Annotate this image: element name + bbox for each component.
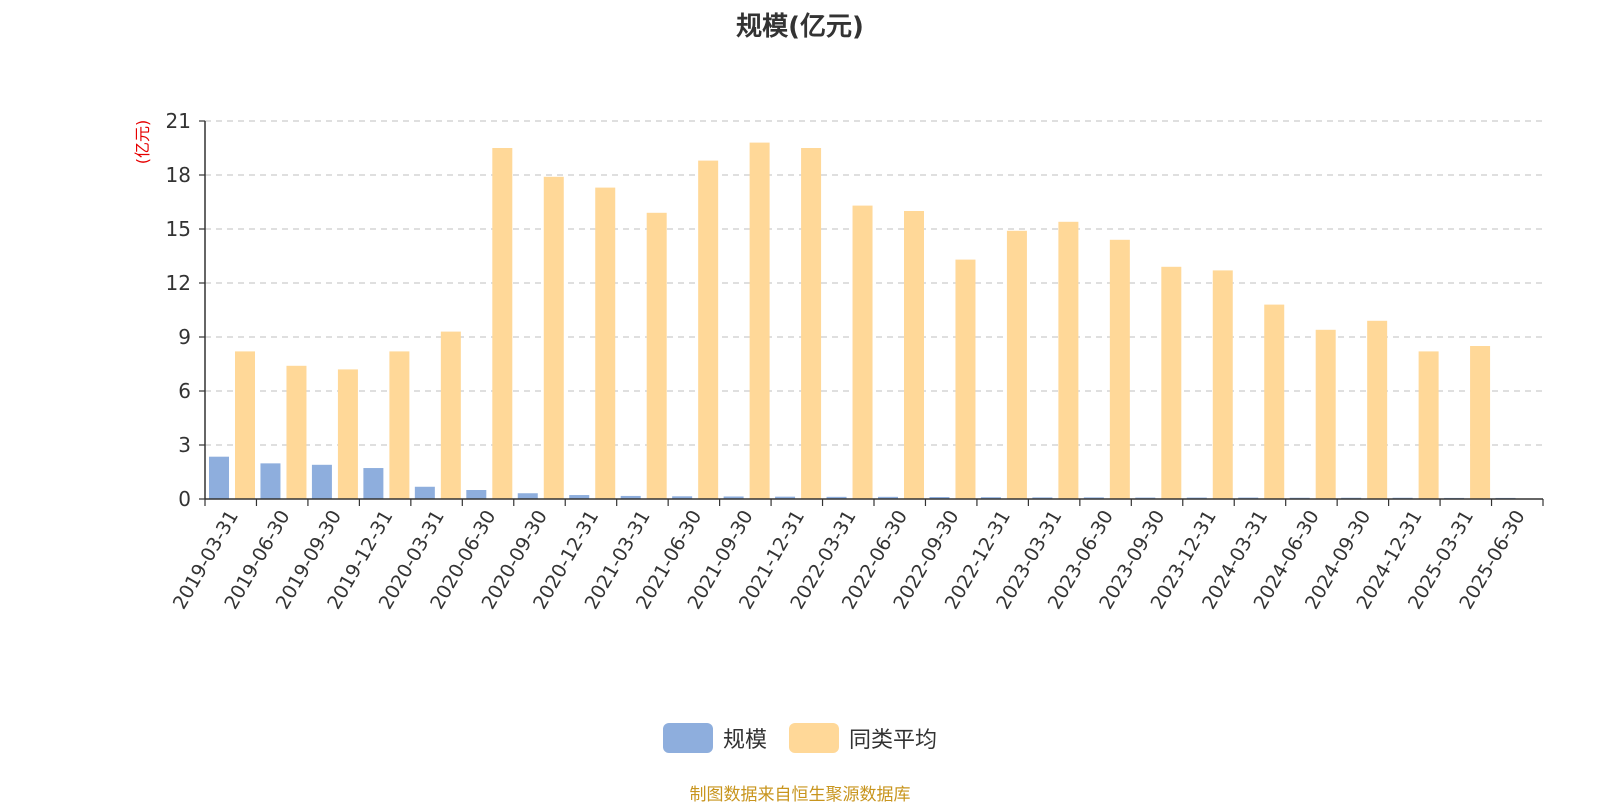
bar-scale — [1083, 497, 1104, 499]
y-tick-label: 18 — [166, 163, 191, 187]
bar-peer-average — [1470, 346, 1491, 499]
chart-title: 规模(亿元) — [736, 12, 864, 42]
bar-scale — [414, 486, 435, 499]
bar-peer-average — [440, 331, 461, 499]
bar-peer-average — [1058, 221, 1079, 500]
y-tick-label: 12 — [166, 271, 191, 295]
bar-peer-average — [1212, 270, 1233, 499]
bar-scale — [311, 464, 332, 499]
bar-scale — [209, 456, 229, 499]
y-tick-label: 3 — [178, 433, 191, 457]
bar-scale — [260, 463, 281, 499]
legend-label-peer-average: 同类平均 — [849, 728, 938, 753]
bar-scale — [980, 497, 1001, 499]
bar-peer-average — [389, 351, 410, 499]
bar-scale — [929, 497, 950, 499]
y-tick-label: 9 — [178, 325, 191, 349]
y-axis-unit-label: (亿元) — [133, 120, 152, 165]
legend: 规模 同类平均 — [0, 722, 1600, 754]
bar-peer-average — [1109, 239, 1130, 500]
bar-scale — [466, 490, 487, 499]
bar-peer-average — [904, 211, 924, 499]
legend-item-scale[interactable]: 规模 — [662, 722, 767, 754]
bar-scale — [363, 468, 384, 499]
bar-peer-average — [492, 148, 513, 499]
bar-peer-average — [337, 369, 358, 499]
bar-peer-average — [698, 160, 719, 499]
bar-peer-average — [1315, 329, 1336, 499]
legend-swatch-peer-average — [789, 723, 839, 753]
bar-peer-average — [1418, 351, 1439, 499]
legend-label-scale: 规模 — [722, 728, 767, 753]
legend-swatch-scale — [662, 723, 713, 753]
y-tick-label: 0 — [178, 487, 191, 511]
bar-scale — [672, 496, 693, 499]
bar-peer-average — [543, 176, 564, 500]
data-source-note: 制图数据来自恒生聚源数据库 — [689, 785, 911, 805]
bar-peer-average — [1006, 230, 1027, 500]
bar-peer-average — [1367, 320, 1388, 499]
bar-peer-average — [1161, 266, 1182, 499]
bar-peer-average — [852, 205, 873, 499]
bar-scale — [878, 496, 898, 499]
bar-scale — [775, 496, 796, 499]
bar-peer-average — [955, 259, 976, 499]
bar-peer-average — [595, 187, 616, 499]
bar-scale — [620, 495, 641, 499]
bars — [209, 142, 1516, 500]
bar-scale — [723, 496, 744, 499]
bar-peer-average — [235, 351, 255, 499]
bar-peer-average — [749, 142, 770, 499]
y-tick-label: 6 — [178, 379, 191, 403]
bar-scale — [517, 493, 538, 499]
bar-scale — [569, 495, 590, 499]
bar-peer-average — [801, 148, 822, 499]
y-tick-label: 15 — [166, 217, 191, 241]
bar-scale — [826, 496, 847, 499]
bar-peer-average — [286, 365, 307, 499]
bar-peer-average — [1264, 304, 1285, 499]
y-tick-label: 21 — [166, 109, 191, 133]
bar-scale — [1032, 497, 1053, 499]
bar-peer-average — [646, 212, 667, 500]
legend-item-peer-average[interactable]: 同类平均 — [789, 722, 937, 754]
